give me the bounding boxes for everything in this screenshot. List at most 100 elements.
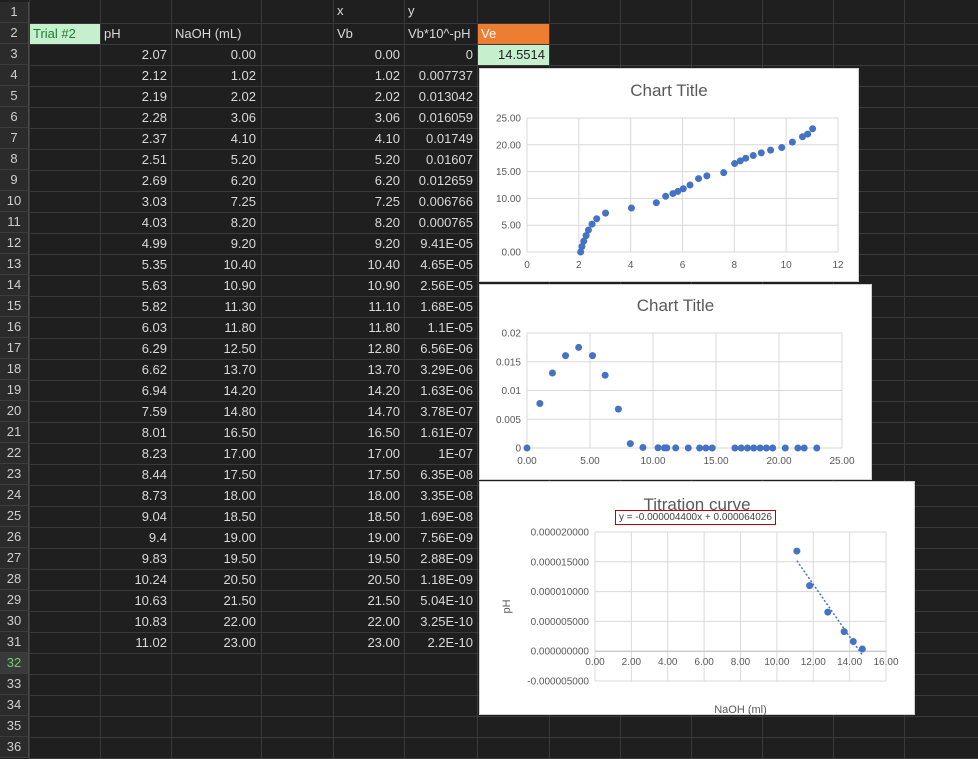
cell-vb[interactable]: 5.20: [374, 152, 400, 167]
row-header[interactable]: 34: [0, 695, 29, 716]
cell-naoh[interactable]: 1.02: [230, 68, 256, 83]
row-header[interactable]: 27: [0, 548, 29, 569]
cell-naoh[interactable]: 22.00: [223, 614, 256, 629]
cell-naoh[interactable]: 20.50: [223, 572, 256, 587]
cell-ph[interactable]: 6.94: [141, 383, 167, 398]
cell-vb10[interactable]: 3.25E-10: [420, 614, 473, 629]
cell-vb-header[interactable]: Vb: [337, 26, 353, 41]
cell-ph[interactable]: 6.03: [141, 320, 167, 335]
cell-naoh-header[interactable]: NaOH (mL): [175, 26, 242, 41]
cell-vb[interactable]: 17.50: [367, 467, 400, 482]
row-header[interactable]: 12: [0, 233, 29, 254]
cell-vb-expr-header[interactable]: Vb*10^-pH: [408, 26, 471, 41]
row-header[interactable]: 36: [0, 737, 29, 758]
row-header[interactable]: 9: [0, 170, 29, 191]
chart-vb10ph-vs-vb[interactable]: Chart Title 0 0.005 0.01 0.015 0.02 0.00 5.00 1…: [479, 284, 872, 480]
cell-vb[interactable]: 3.06: [374, 110, 400, 125]
cell-ph[interactable]: 8.01: [141, 425, 167, 440]
row-header[interactable]: 15: [0, 296, 29, 317]
cell-vb[interactable]: 8.20: [374, 215, 400, 230]
cell-vb10[interactable]: 1.63E-06: [420, 383, 473, 398]
row-header[interactable]: 16: [0, 317, 29, 338]
cell-naoh[interactable]: 17.00: [223, 446, 256, 461]
row-header[interactable]: 18: [0, 359, 29, 380]
cell-vb[interactable]: 6.20: [374, 173, 400, 188]
row-header[interactable]: 13: [0, 254, 29, 275]
row-header[interactable]: 4: [0, 65, 29, 86]
cell-vb[interactable]: 19.00: [367, 530, 400, 545]
cell-vb[interactable]: 14.20: [367, 383, 400, 398]
cell-ph[interactable]: 5.82: [141, 299, 167, 314]
cell-ph[interactable]: 2.12: [141, 68, 167, 83]
cell-ph[interactable]: 7.59: [141, 404, 167, 419]
row-header[interactable]: 30: [0, 611, 29, 632]
cell-ph[interactable]: 5.63: [141, 278, 167, 293]
cell-vb[interactable]: 10.40: [367, 257, 400, 272]
row-header[interactable]: 3: [0, 44, 29, 65]
cell-naoh[interactable]: 6.20: [230, 173, 256, 188]
row-header[interactable]: 19: [0, 380, 29, 401]
cell-naoh[interactable]: 11.80: [224, 320, 256, 335]
row-header[interactable]: 25: [0, 506, 29, 527]
cell-naoh[interactable]: 14.80: [223, 404, 256, 419]
cell-ve-value[interactable]: 14.5514: [478, 45, 549, 65]
cell-ph[interactable]: 8.44: [141, 467, 167, 482]
cell-vb[interactable]: 4.10: [374, 131, 400, 146]
cell-naoh[interactable]: 21.50: [223, 593, 256, 608]
cell-ph[interactable]: 2.69: [141, 173, 167, 188]
row-header[interactable]: 17: [0, 338, 29, 359]
cell-ph[interactable]: 6.62: [141, 362, 167, 377]
cell-ph[interactable]: 9.04: [141, 509, 167, 524]
row-header[interactable]: 21: [0, 422, 29, 443]
cell-naoh[interactable]: 12.50: [223, 341, 256, 356]
cell-naoh[interactable]: 13.70: [223, 362, 256, 377]
row-header[interactable]: 31: [0, 632, 29, 653]
cell-ph[interactable]: 10.63: [134, 593, 167, 608]
cell-vb10[interactable]: 1.1E-05: [427, 320, 473, 335]
cell-naoh[interactable]: 0.00: [230, 47, 256, 62]
cell-vb[interactable]: 20.50: [367, 572, 400, 587]
row-header[interactable]: 7: [0, 128, 29, 149]
cell-vb10[interactable]: 6.35E-08: [420, 467, 473, 482]
cell-vb[interactable]: 23.00: [367, 635, 400, 650]
cell-ph[interactable]: 2.37: [141, 131, 167, 146]
chart-titration-curve[interactable]: Titration curve y = -0.000004400x + 0.00…: [479, 481, 915, 716]
cell-ph[interactable]: 2.51: [141, 152, 167, 167]
row-header[interactable]: 1: [0, 2, 29, 23]
cell-vb[interactable]: 18.00: [367, 488, 400, 503]
cell-ph[interactable]: 2.19: [141, 89, 167, 104]
cell-naoh[interactable]: 9.20: [230, 236, 256, 251]
cell-vb[interactable]: 13.70: [367, 362, 400, 377]
cell-naoh[interactable]: 19.00: [223, 530, 256, 545]
cell-vb10[interactable]: 1.68E-05: [420, 299, 473, 314]
row-header[interactable]: 28: [0, 569, 29, 590]
cell-naoh[interactable]: 7.25: [230, 194, 256, 209]
cell-vb10[interactable]: 0.01607: [426, 152, 473, 167]
cell-naoh[interactable]: 16.50: [223, 425, 256, 440]
cell-vb[interactable]: 19.50: [367, 551, 400, 566]
cell-vb10[interactable]: 3.78E-07: [420, 404, 473, 419]
row-header[interactable]: 32: [0, 653, 29, 674]
cell-ph-header[interactable]: pH: [104, 26, 121, 41]
cell-vb10[interactable]: 2.56E-05: [420, 278, 473, 293]
row-header[interactable]: 6: [0, 107, 29, 128]
cell-vb[interactable]: 1.02: [374, 68, 400, 83]
cell-naoh[interactable]: 19.50: [223, 551, 256, 566]
cell-vb10[interactable]: 1E-07: [438, 446, 473, 461]
cell-vb[interactable]: 16.50: [367, 425, 400, 440]
cell-naoh[interactable]: 10.40: [223, 257, 256, 272]
cell-vb10[interactable]: 0: [465, 47, 473, 62]
cell-vb[interactable]: 7.25: [374, 194, 400, 209]
cell-ph[interactable]: 11.02: [135, 635, 167, 650]
cell-naoh[interactable]: 8.20: [230, 215, 256, 230]
cell-vb[interactable]: 11.80: [368, 320, 400, 335]
cell-x-label[interactable]: x: [337, 3, 344, 18]
cell-vb10[interactable]: 5.04E-10: [420, 593, 473, 608]
cell-vb10[interactable]: 1.61E-07: [420, 425, 473, 440]
cell-vb10[interactable]: 2.88E-09: [420, 551, 473, 566]
cell-vb10[interactable]: 0.01749: [426, 131, 473, 146]
row-header[interactable]: 20: [0, 401, 29, 422]
cell-ph[interactable]: 8.23: [141, 446, 167, 461]
row-header[interactable]: 26: [0, 527, 29, 548]
